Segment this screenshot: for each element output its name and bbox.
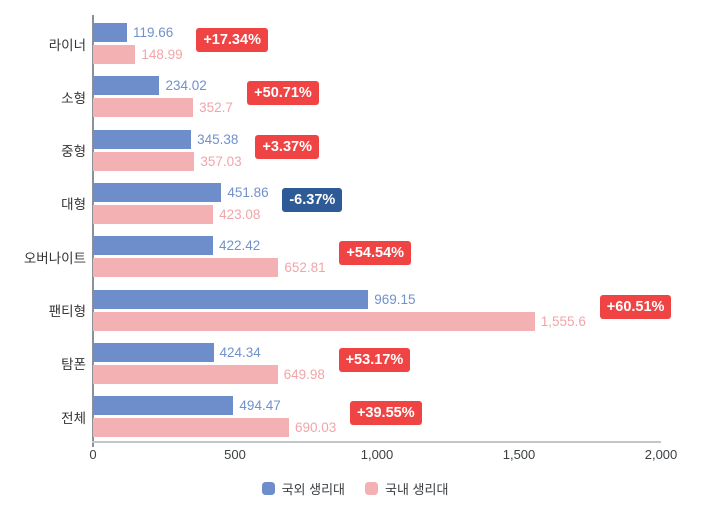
- bar-value-label: 345.38: [197, 131, 239, 147]
- foreign-bar-row: 969.15: [93, 289, 416, 309]
- foreign-bar-row: 494.47: [93, 396, 281, 416]
- category-label: 대형: [61, 197, 86, 213]
- bar-value-label: 352.7: [199, 100, 233, 116]
- bar-value-label: 1,555.6: [540, 313, 586, 329]
- foreign-bar: [93, 129, 192, 149]
- foreign-bar-row: 119.66: [93, 23, 173, 42]
- foreign-bar-row: 422.42: [93, 236, 261, 256]
- foreign-bar: [93, 182, 222, 202]
- domestic-bar-row: 649.98: [93, 364, 325, 384]
- legend-label-domestic: 국내 생리대: [385, 482, 449, 497]
- bar-value-label: 424.34: [219, 344, 261, 360]
- domestic-bar-row: 423.08: [93, 204, 261, 224]
- change-badge: +50.71%: [247, 81, 319, 106]
- category-label: 라이너: [48, 37, 86, 53]
- x-tick-label: 2,000: [644, 447, 678, 462]
- foreign-bar-row: 345.38: [93, 129, 239, 149]
- domestic-bar-row: 357.03: [93, 151, 242, 171]
- domestic-bar: [93, 45, 136, 64]
- change-badge: -6.37%: [282, 187, 343, 212]
- domestic-bar: [93, 204, 214, 224]
- domestic-bar-row: 352.7: [93, 98, 233, 118]
- bar-value-label: 148.99: [141, 47, 183, 62]
- domestic-bar: [93, 151, 195, 171]
- y-axis-line: [92, 15, 94, 447]
- domestic-bar: [93, 258, 279, 278]
- change-badge: +17.34%: [196, 28, 268, 52]
- bar-value-label: 423.08: [219, 206, 261, 222]
- domestic-bar: [93, 418, 289, 438]
- change-badge: +3.37%: [255, 134, 319, 159]
- category-label: 전체: [61, 410, 86, 426]
- category-label: 팬티형: [48, 304, 86, 319]
- foreign-bar: [93, 342, 214, 362]
- domestic-bar-row: 1,555.6: [93, 311, 586, 331]
- foreign-bar: [93, 76, 160, 96]
- change-badge: +60.51%: [599, 294, 672, 319]
- legend-label-foreign: 국외 생리대: [281, 482, 345, 497]
- x-tick-label: 1,000: [360, 447, 394, 462]
- change-badge: +39.55%: [349, 401, 422, 426]
- domestic-bar: [93, 98, 194, 118]
- foreign-bar: [93, 23, 127, 42]
- legend-swatch-domestic: [365, 482, 378, 495]
- foreign-bar: [93, 236, 213, 256]
- foreign-bar-row: 424.34: [93, 342, 261, 362]
- foreign-bar: [93, 289, 369, 309]
- category-label: 오버나이트: [23, 250, 86, 266]
- bar-value-label: 422.42: [218, 238, 261, 254]
- change-badge: +53.17%: [338, 347, 411, 372]
- bar-value-label: 690.03: [294, 420, 337, 436]
- domestic-bar-row: 148.99: [93, 45, 183, 64]
- foreign-bar-row: 451.86: [93, 182, 269, 202]
- x-tick-label: 0: [89, 447, 97, 462]
- domestic-bar-row: 652.81: [93, 258, 326, 278]
- x-tick-label: 500: [224, 447, 246, 462]
- domestic-bar: [93, 311, 535, 331]
- legend-item-foreign: 국외 생리대: [261, 479, 345, 498]
- change-badge: +54.54%: [339, 241, 412, 266]
- category-label: 중형: [61, 144, 86, 160]
- domestic-bar: [93, 364, 278, 384]
- bar-value-label: 969.15: [374, 291, 416, 307]
- bar-value-label: 494.47: [239, 398, 281, 414]
- foreign-bar: [93, 396, 234, 416]
- legend: 국외 생리대 국내 생리대: [0, 479, 710, 498]
- x-tick-label: 1,500: [502, 447, 536, 462]
- domestic-bar-row: 690.03: [93, 418, 337, 438]
- category-label: 소형: [61, 90, 86, 106]
- x-axis-line: [92, 441, 661, 443]
- legend-swatch-foreign: [261, 482, 275, 495]
- bar-value-label: 649.98: [283, 366, 325, 382]
- bar-value-label: 451.86: [227, 184, 269, 200]
- legend-item-domestic: 국내 생리대: [365, 479, 448, 498]
- category-label: 탐폰: [61, 357, 86, 373]
- bar-value-label: 357.03: [200, 153, 242, 169]
- bar-value-label: 652.81: [284, 260, 326, 276]
- bar-value-label: 234.02: [165, 78, 207, 94]
- foreign-bar-row: 234.02: [93, 76, 207, 96]
- bar-value-label: 119.66: [132, 25, 174, 40]
